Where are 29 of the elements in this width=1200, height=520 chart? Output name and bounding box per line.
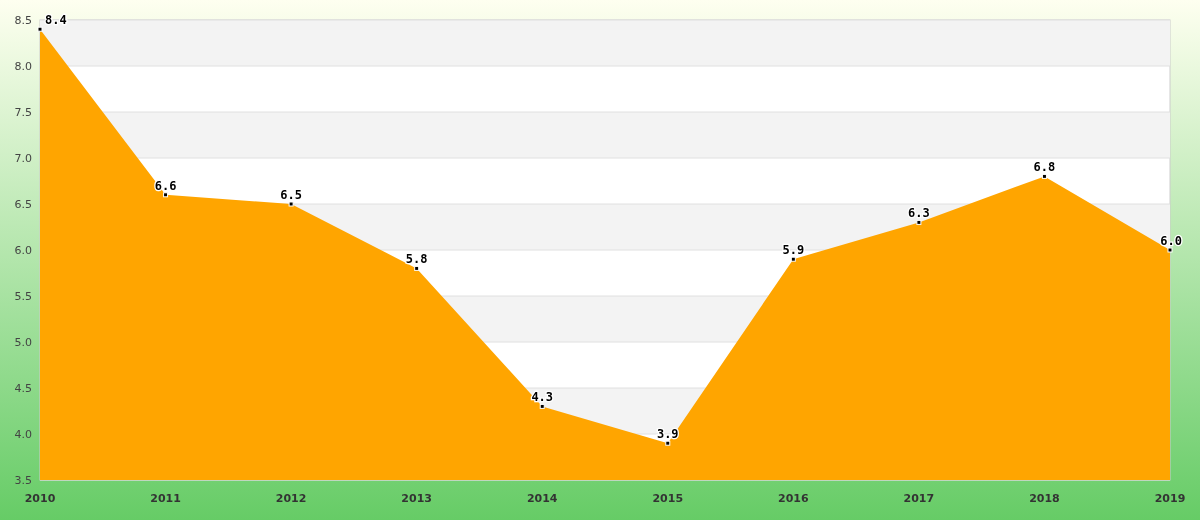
x-tick-label: 2016 [778, 492, 809, 505]
y-tick-label: 7.0 [14, 151, 32, 165]
data-label: 5.8 [405, 252, 428, 267]
data-label: 6.3 [908, 206, 930, 221]
y-tick-label: 7.5 [14, 105, 32, 119]
data-label: 6.5 [280, 188, 302, 202]
data-label: 8.4 [45, 13, 67, 28]
x-tick-label: 2011 [150, 492, 181, 505]
data-label: 5.9 [782, 243, 805, 258]
y-tick-label: 4.0 [14, 427, 32, 441]
y-tick-label: 5.5 [14, 289, 32, 303]
x-tick-label: 2013 [401, 492, 432, 505]
x-tick-label: 2010 [24, 492, 56, 505]
y-tick-label: 8.0 [14, 59, 32, 73]
x-tick-label: 2018 [1029, 492, 1060, 505]
x-tick-label: 2012 [275, 492, 307, 505]
x-tick-label: 2017 [903, 492, 935, 505]
y-tick-label: 4.5 [14, 381, 32, 395]
y-tick-label: 3.5 [14, 473, 32, 487]
y-tick-label: 6.0 [14, 243, 32, 257]
x-tick-label: 2015 [652, 492, 684, 505]
data-label: 6.8 [1033, 160, 1056, 175]
data-label: 6.0 [1160, 234, 1182, 248]
y-tick-label: 8.5 [14, 13, 32, 27]
data-label: 4.3 [531, 390, 554, 405]
x-tick-label: 2014 [526, 492, 558, 505]
x-tick-label: 2019 [1154, 492, 1186, 505]
y-tick-label: 6.5 [14, 197, 32, 211]
y-tick-label: 5.0 [14, 335, 32, 349]
